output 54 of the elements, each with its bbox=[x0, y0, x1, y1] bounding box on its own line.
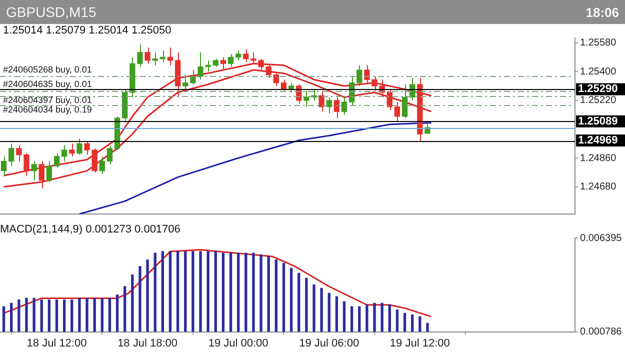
text: 1.25014 1.25079 1.25014 1.25050 bbox=[3, 24, 172, 37]
ref-line-label: #240605268 buy, 0.01 bbox=[3, 64, 92, 74]
candlestick bbox=[38, 160, 44, 189]
candlestick bbox=[24, 152, 30, 176]
y-tick-label: 0.000786 bbox=[580, 326, 622, 338]
candlestick bbox=[402, 84, 408, 118]
ref-line-label: #240604397 buy, 0.01 bbox=[3, 95, 92, 106]
candlestick bbox=[69, 143, 75, 157]
chart-title: MACD(21,144,9) 0.001273 0.001706 bbox=[0, 224, 180, 236]
candlestick bbox=[182, 74, 188, 93]
candlestick bbox=[0, 156, 7, 176]
candlestick bbox=[137, 44, 143, 68]
text: 18:06 bbox=[586, 4, 619, 20]
candlestick bbox=[243, 48, 249, 62]
candlestick bbox=[228, 54, 234, 68]
x-tick-label: 19 Jul 06:00 bbox=[299, 337, 360, 350]
candlestick bbox=[190, 70, 196, 85]
candlestick bbox=[31, 160, 37, 181]
candlestick bbox=[235, 50, 242, 61]
candlestick bbox=[326, 96, 332, 114]
ref-line-label: #240604635 buy, 0.01 bbox=[3, 78, 92, 89]
candlestick bbox=[16, 144, 22, 162]
candlestick bbox=[356, 64, 362, 86]
y-tick-label: 1.25400 bbox=[580, 66, 617, 78]
candlestick bbox=[61, 144, 68, 162]
candlestick bbox=[318, 90, 324, 112]
candlestick bbox=[273, 72, 279, 86]
y-tick-label: 1.24860 bbox=[580, 152, 617, 164]
candlestick bbox=[46, 160, 52, 182]
ref-line-label: #240604034 buy, 0.19 bbox=[3, 104, 92, 115]
x-tick-label: 19 Jul 00:00 bbox=[208, 337, 268, 350]
candlestick bbox=[341, 96, 348, 116]
ref-line-label: 1.25089 bbox=[578, 115, 618, 128]
x-tick-label: 18 Jul 18:00 bbox=[118, 337, 178, 350]
y-tick-label: 1.25580 bbox=[580, 38, 617, 49]
candlestick bbox=[76, 138, 82, 156]
candlestick bbox=[220, 56, 226, 70]
x-tick-label: 19 Jul 12:00 bbox=[390, 337, 450, 350]
ref-line-label: 1.25290 bbox=[578, 83, 618, 96]
chart-title: GBPUSD,M15 bbox=[6, 4, 96, 20]
candlestick bbox=[386, 88, 392, 110]
candlestick bbox=[99, 156, 105, 174]
y-tick-label: 1.25220 bbox=[580, 95, 617, 106]
x-tick-label: 18 Jul 12:00 bbox=[26, 337, 87, 350]
candlestick bbox=[266, 64, 272, 78]
candlestick bbox=[144, 47, 150, 64]
candlestick bbox=[54, 152, 60, 168]
candlestick bbox=[106, 144, 113, 165]
candlestick bbox=[8, 143, 14, 166]
y-tick-label: 0.006395 bbox=[580, 232, 622, 244]
candlestick bbox=[394, 102, 400, 122]
candlestick bbox=[334, 96, 340, 118]
ref-line-label: 1.24969 bbox=[578, 134, 618, 147]
y-tick-label: 1.24680 bbox=[580, 182, 617, 193]
